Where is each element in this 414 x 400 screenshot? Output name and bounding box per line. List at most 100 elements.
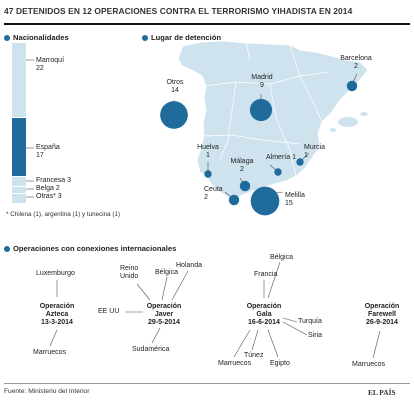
place-value: 15 xyxy=(285,200,293,207)
nationality-value: 3 xyxy=(67,177,72,184)
nationality-name: Marroquí xyxy=(36,57,65,64)
link-gala-belgica xyxy=(267,261,281,299)
place-value: 2 xyxy=(240,166,244,173)
operations-heading: Operaciones con conexiones internacional… xyxy=(4,244,176,253)
nationality-label-francesa: Francesa 3 xyxy=(36,177,71,185)
leader-almeria xyxy=(269,164,277,171)
link-javer-sudamerica xyxy=(151,327,161,344)
nationality-segment-marroqu xyxy=(12,43,26,118)
bubble-madrid xyxy=(249,98,273,122)
operation-date: 16-6-2014 xyxy=(248,319,280,326)
link-javer-holanda xyxy=(171,270,189,301)
country-tunez: Túnez xyxy=(244,352,264,359)
link-javer-belgica xyxy=(161,276,168,301)
place-value: 9 xyxy=(260,82,264,89)
place-label-barcelona: Barcelona 2 xyxy=(336,55,376,71)
bubble-almera xyxy=(274,168,282,176)
country-reino-unido: Reino Unido xyxy=(120,265,139,280)
country-egipto: Egipto xyxy=(270,360,290,367)
spain-mainland-shape xyxy=(177,40,369,198)
place-label-murcia: Murcia 1 xyxy=(304,144,325,160)
link-gala-marruecos xyxy=(233,329,251,358)
nationalities-heading: Nacionalidades xyxy=(4,33,69,42)
nationality-label-marroqui: Marroquí 22 xyxy=(36,57,64,73)
operations-heading-text: Operaciones con conexiones internacional… xyxy=(13,244,177,253)
place-name: Murcia xyxy=(304,144,326,151)
operation-name: Operación Gala xyxy=(246,303,282,318)
mallorca-shape xyxy=(338,117,358,127)
nationality-value: 22 xyxy=(36,65,44,72)
place-name: Melilla xyxy=(285,192,305,199)
country-marruecos: Marruecos xyxy=(33,349,67,356)
place-value: 1 xyxy=(206,152,210,159)
link-gala-siria xyxy=(282,321,308,336)
operation-date: 26-9-2014 xyxy=(366,319,398,326)
place-label-madrid: Madrid 9 xyxy=(248,74,276,90)
nationality-value: 17 xyxy=(36,152,44,159)
nationality-value: 3 xyxy=(57,193,62,200)
operation-javer: Operación Javer 29-5-2014 xyxy=(138,303,190,327)
place-name: Huelva xyxy=(197,144,219,151)
section-bullet-icon xyxy=(4,35,10,41)
country-turquia: Turquía xyxy=(298,318,322,325)
detention-heading: Lugar de detención xyxy=(142,33,221,42)
leader-murcia xyxy=(301,152,310,161)
country-belgica: Bélgica xyxy=(270,254,293,261)
nationality-name: España xyxy=(36,144,60,151)
place-name: Almería xyxy=(266,154,291,161)
place-label-almeria: Almería 1 xyxy=(266,154,296,162)
source-note: Fuente: Ministerio del Interior xyxy=(4,388,90,395)
link-farewell-marruecos xyxy=(372,330,381,359)
bubble-mlaga xyxy=(239,180,251,192)
place-name: Málaga xyxy=(230,158,254,165)
place-value: 2 xyxy=(354,63,358,70)
nationality-segment-belga xyxy=(12,186,26,193)
nationality-segment-otras xyxy=(12,193,26,203)
place-label-huelva: Huelva 1 xyxy=(196,144,220,160)
operation-date: 13-3-2014 xyxy=(41,319,73,326)
nationality-value: 2 xyxy=(55,185,60,192)
footer-rule xyxy=(4,383,410,384)
operation-farewell: Operación Farewell 26-9-2014 xyxy=(354,303,410,327)
operation-azteca: Operación Azteca 13-3-2014 xyxy=(30,303,84,327)
nationality-label-otras: Otras* 3 xyxy=(36,193,62,201)
nationality-name: Belga xyxy=(36,185,54,192)
country-belgica: Bélgica xyxy=(155,269,178,276)
link-azteca-marruecos xyxy=(49,329,58,347)
region-border-lines xyxy=(203,42,329,177)
country-luxemburgo: Luxemburgo xyxy=(36,270,75,277)
bubble-murcia xyxy=(296,158,304,166)
section-bullet-icon xyxy=(142,35,148,41)
country-francia: Francia xyxy=(254,271,278,278)
place-label-ceuta: Ceuta 2 xyxy=(204,186,223,202)
link-gala-turquia xyxy=(282,317,298,323)
nationality-name: Otras* xyxy=(36,193,56,200)
operation-date: 29-5-2014 xyxy=(148,319,180,326)
brand-logo: EL PAÍS xyxy=(368,388,396,397)
operation-gala: Operación Gala 16-6-2014 xyxy=(240,303,288,327)
nationality-label-espana: España 17 xyxy=(36,144,60,160)
link-javer-reino-unido xyxy=(136,283,151,301)
country-ee-uu: EE UU xyxy=(98,308,120,315)
section-bullet-icon xyxy=(4,246,10,252)
nationality-name: Francesa xyxy=(36,177,66,184)
place-value: 1 xyxy=(304,152,308,159)
ibiza-shape xyxy=(330,128,336,132)
place-name: Barcelona xyxy=(340,55,372,62)
country-marruecos: Marruecos xyxy=(352,361,386,368)
place-name: Ceuta xyxy=(204,186,223,193)
nationalities-footnote: * Chilena (1), argentina (1) y tunecina … xyxy=(6,211,121,218)
bubble-melilla xyxy=(250,186,280,216)
bubble-ceuta xyxy=(228,194,240,206)
link-gala-egipto xyxy=(267,329,279,358)
place-value: 1 xyxy=(292,154,296,161)
bubble-barcelona xyxy=(346,80,358,92)
nationalities-heading-text: Nacionalidades xyxy=(13,33,69,42)
country-holanda: Holanda xyxy=(176,262,203,269)
nationality-segment-francesa xyxy=(12,176,26,186)
country-sudamerica: Sudamérica xyxy=(132,346,170,353)
place-value: 2 xyxy=(204,194,208,201)
operation-name: Operación Azteca xyxy=(39,303,75,318)
place-name: Otros xyxy=(166,79,184,86)
